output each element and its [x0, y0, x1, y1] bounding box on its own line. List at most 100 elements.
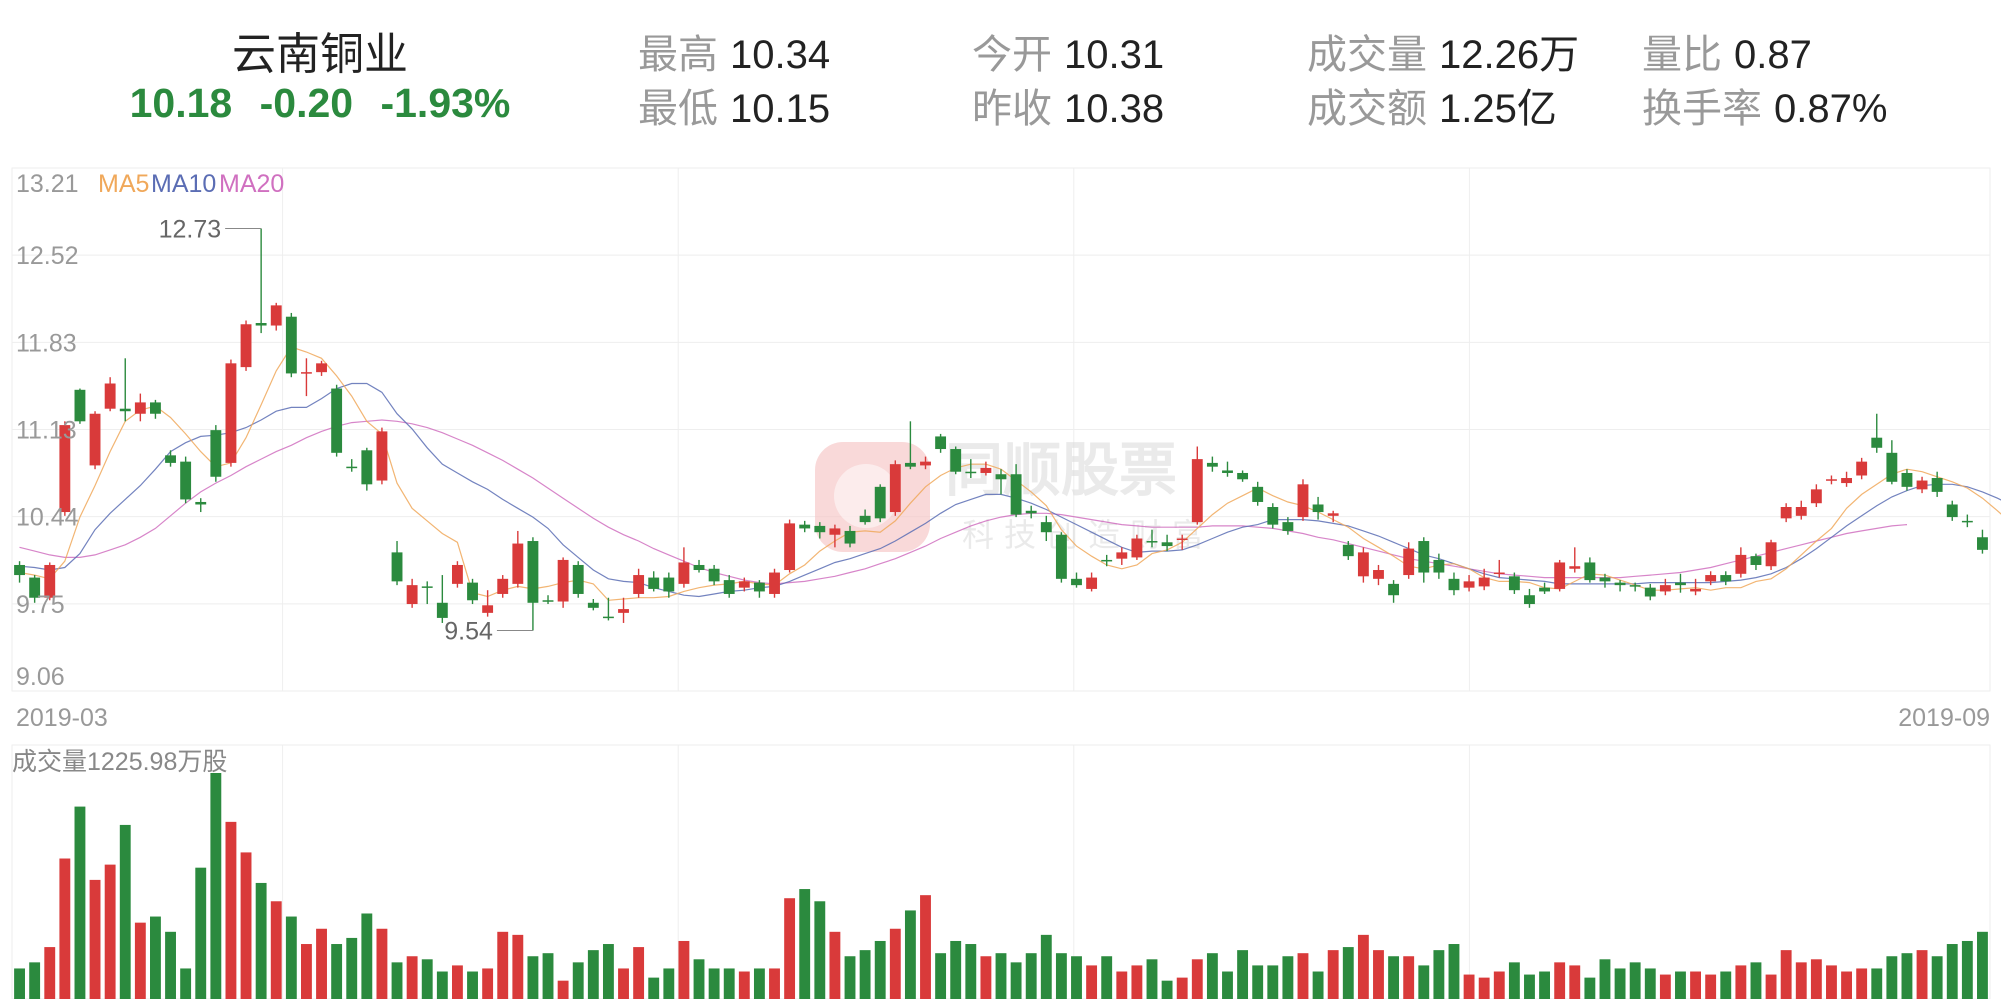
candle-body — [1644, 587, 1656, 597]
volume-bar — [1463, 974, 1475, 999]
candle-body — [889, 464, 901, 513]
candle-body — [1086, 577, 1098, 589]
current-price: 10.18 — [129, 80, 233, 126]
volume-bar — [1448, 944, 1460, 999]
y-tick-label: 12.52 — [16, 242, 79, 270]
candle-body — [1795, 507, 1807, 516]
candle-body — [1373, 570, 1384, 579]
volume-bar — [965, 944, 977, 999]
candle-body — [950, 449, 962, 472]
candle-body — [1493, 572, 1505, 575]
volume-bar — [134, 922, 146, 999]
legend-ma20: MA20 — [219, 170, 284, 198]
candle-body — [1342, 544, 1354, 557]
volume-bar — [1478, 977, 1490, 999]
candle-body — [1191, 459, 1203, 523]
volume-bar — [693, 959, 705, 999]
volume-bar — [648, 977, 660, 999]
candle-body — [1508, 576, 1520, 591]
volume-bar — [300, 944, 312, 999]
candle-body — [1312, 504, 1324, 513]
candle-body — [1403, 548, 1415, 576]
candle-body — [285, 316, 297, 374]
candle-body — [1675, 582, 1686, 586]
volume-bar — [1961, 940, 1973, 999]
legend: MA5 MA10 MA20 — [98, 170, 284, 198]
volume-bar — [376, 928, 388, 999]
volume-bar — [753, 968, 765, 999]
candle-body — [1357, 552, 1369, 577]
candle-body — [587, 602, 599, 608]
candle-body — [723, 580, 735, 594]
stat-volume: 成交量 12.26万 — [1307, 33, 1580, 77]
volume-bar — [859, 950, 871, 999]
volume-bar — [1931, 956, 1943, 999]
candle-body — [1886, 452, 1898, 482]
volume-bar — [602, 944, 614, 999]
watermark: 同顺股票 科技创造财富 — [815, 438, 1214, 553]
candle-body — [1176, 538, 1188, 541]
volume-bar — [1282, 956, 1294, 999]
volume-bar — [1554, 962, 1566, 999]
volume-bar — [1705, 974, 1717, 999]
volume-bar — [1403, 956, 1415, 999]
candle-body — [1478, 577, 1490, 587]
volume-bar — [587, 950, 599, 999]
volume-bar — [1237, 950, 1249, 999]
volume-bar — [708, 968, 720, 999]
candle-body — [44, 564, 56, 598]
volume-bar — [240, 852, 252, 999]
candle-body — [1267, 507, 1279, 525]
volume-bar — [1010, 962, 1022, 999]
watermark-sub: 科技创造财富 — [962, 517, 1214, 553]
candle-body — [497, 578, 509, 594]
candle-body — [406, 585, 418, 605]
candle-body — [89, 413, 101, 466]
candle-body — [210, 430, 222, 477]
volume-bar — [557, 980, 569, 999]
candle-body — [829, 528, 841, 535]
y-tick-label: 10.44 — [16, 504, 79, 532]
candle-body — [482, 605, 494, 613]
volume-bar — [738, 971, 750, 999]
candle-body — [1055, 534, 1067, 579]
candle-body — [240, 324, 252, 368]
candle-body — [1282, 522, 1294, 531]
candle-body — [29, 577, 41, 598]
volume-bar — [1901, 953, 1913, 999]
volume-bar — [1675, 971, 1686, 999]
candle-body — [799, 524, 811, 529]
candle-body — [331, 388, 343, 453]
volume-bar — [1161, 980, 1173, 999]
candle-body — [1463, 581, 1475, 588]
volume-bar — [1116, 971, 1128, 999]
stat-prev-close: 昨收 10.38 — [972, 87, 1165, 131]
volume-bar — [1433, 950, 1445, 999]
candle-body — [859, 515, 871, 523]
volume-bar — [270, 901, 282, 999]
candle-body — [1071, 578, 1082, 586]
volume-bar — [451, 965, 463, 999]
candle-body — [1116, 552, 1128, 559]
candle-body — [738, 581, 750, 588]
volume-bar — [1599, 959, 1611, 999]
candle-body — [1705, 575, 1717, 582]
candle-body — [1720, 575, 1732, 582]
volume-bar — [44, 947, 56, 999]
candle-body — [904, 462, 916, 467]
candle-body — [1025, 510, 1037, 514]
candle-body — [300, 372, 312, 374]
volume-bar — [814, 901, 826, 999]
candle-body — [1931, 478, 1943, 492]
volume-bar — [406, 956, 418, 999]
volume-bar — [844, 956, 856, 999]
candle-body — [1871, 437, 1883, 448]
volume-bar — [1735, 965, 1747, 999]
low-label: 9.54 — [444, 618, 493, 646]
candle-body — [134, 402, 146, 414]
candle-body — [527, 541, 539, 603]
volume-bar — [74, 806, 86, 999]
candle-body — [270, 305, 282, 326]
volume-bar — [1856, 968, 1868, 999]
volume-bar — [572, 962, 584, 999]
